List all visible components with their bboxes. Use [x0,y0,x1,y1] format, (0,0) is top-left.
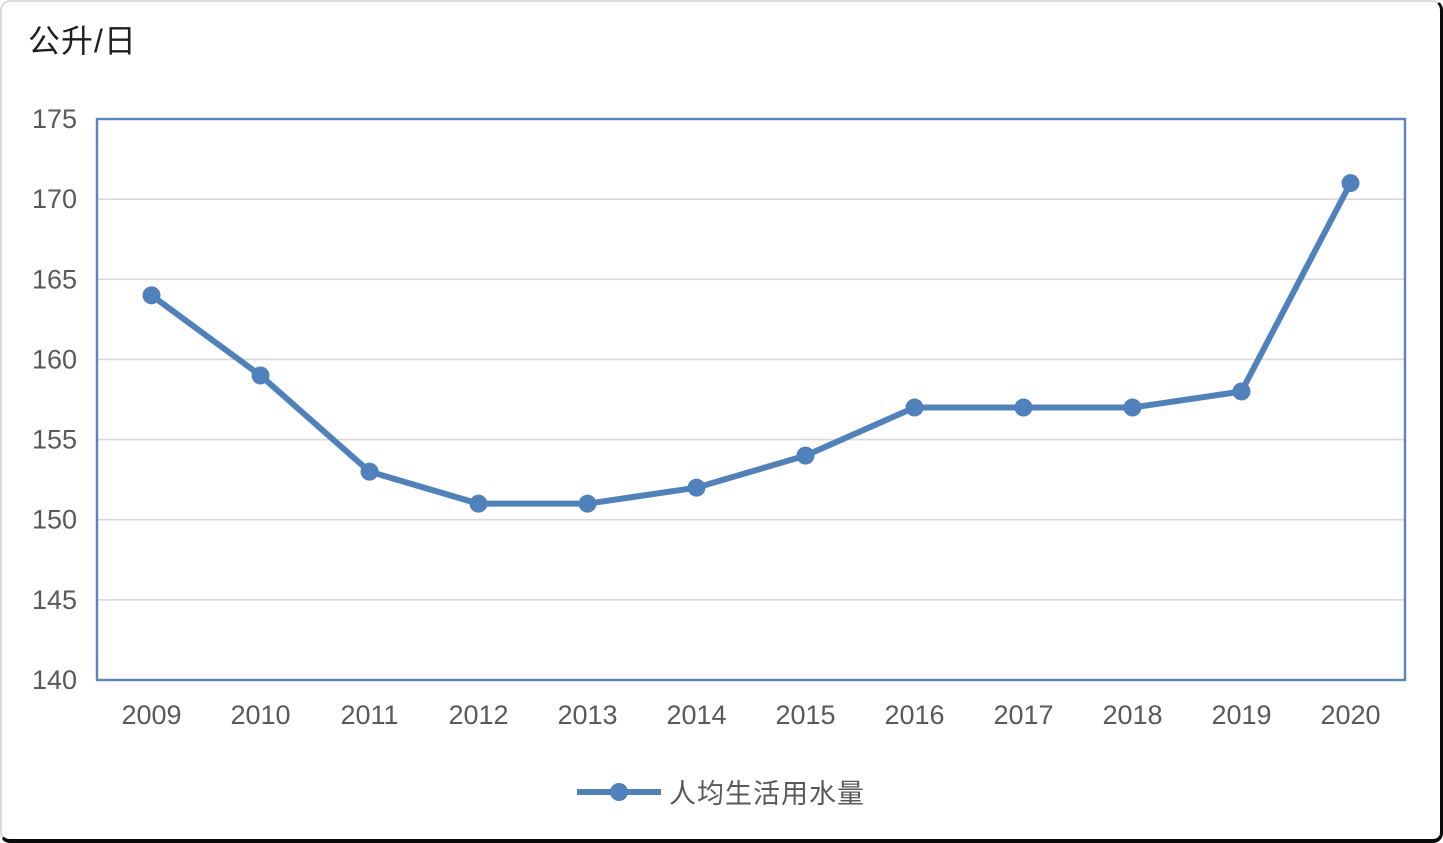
data-point-marker [1341,174,1360,193]
series-line [148,180,1354,507]
x-axis-tick-label: 2018 [1102,700,1162,730]
x-axis-tick-label: 2010 [230,700,290,730]
x-axis-tick-label: 2019 [1211,700,1271,730]
x-axis-tick-label: 2009 [121,700,181,730]
x-axis-tick-label: 2011 [340,700,398,730]
x-axis-tick-label: 2017 [993,700,1053,730]
x-axis-tick-label: 2015 [775,700,835,730]
y-axis-tick-label: 155 [32,425,77,455]
plot-area-border [95,117,1407,682]
data-point-marker [142,286,161,305]
y-axis-tick-label: 165 [32,264,77,294]
legend-label: 人均生活用水量 [669,779,865,809]
y-axis-tick-label: 140 [32,665,77,695]
data-point-marker [905,398,924,417]
y-axis-tick-label: 150 [32,505,77,535]
x-axis-tick-label: 2013 [557,700,617,730]
x-axis-tick-label: 2014 [666,700,726,730]
y-axis-tick-label: 145 [32,585,77,615]
data-point-marker [1232,382,1251,401]
data-point-marker [796,446,815,465]
legend-marker-icon [577,782,661,801]
y-axis-tick-label: 175 [32,104,77,134]
data-point-marker [1123,398,1142,417]
y-axis-tick-label: 170 [32,184,77,214]
data-point-marker [251,366,270,385]
data-point-marker [469,494,488,513]
x-axis-tick-label: 2012 [448,700,508,730]
data-point-marker [1014,398,1033,417]
data-point-marker [578,494,597,513]
x-axis-tick-label: 2016 [884,700,944,730]
y-axis-tick-label: 160 [32,344,77,374]
x-axis-tick-label: 2020 [1320,700,1380,730]
legend: 人均生活用水量 [2,772,1440,811]
chart-unit-title: 公升/日 [28,23,137,59]
data-point-marker [687,478,706,497]
data-point-marker [360,462,379,481]
